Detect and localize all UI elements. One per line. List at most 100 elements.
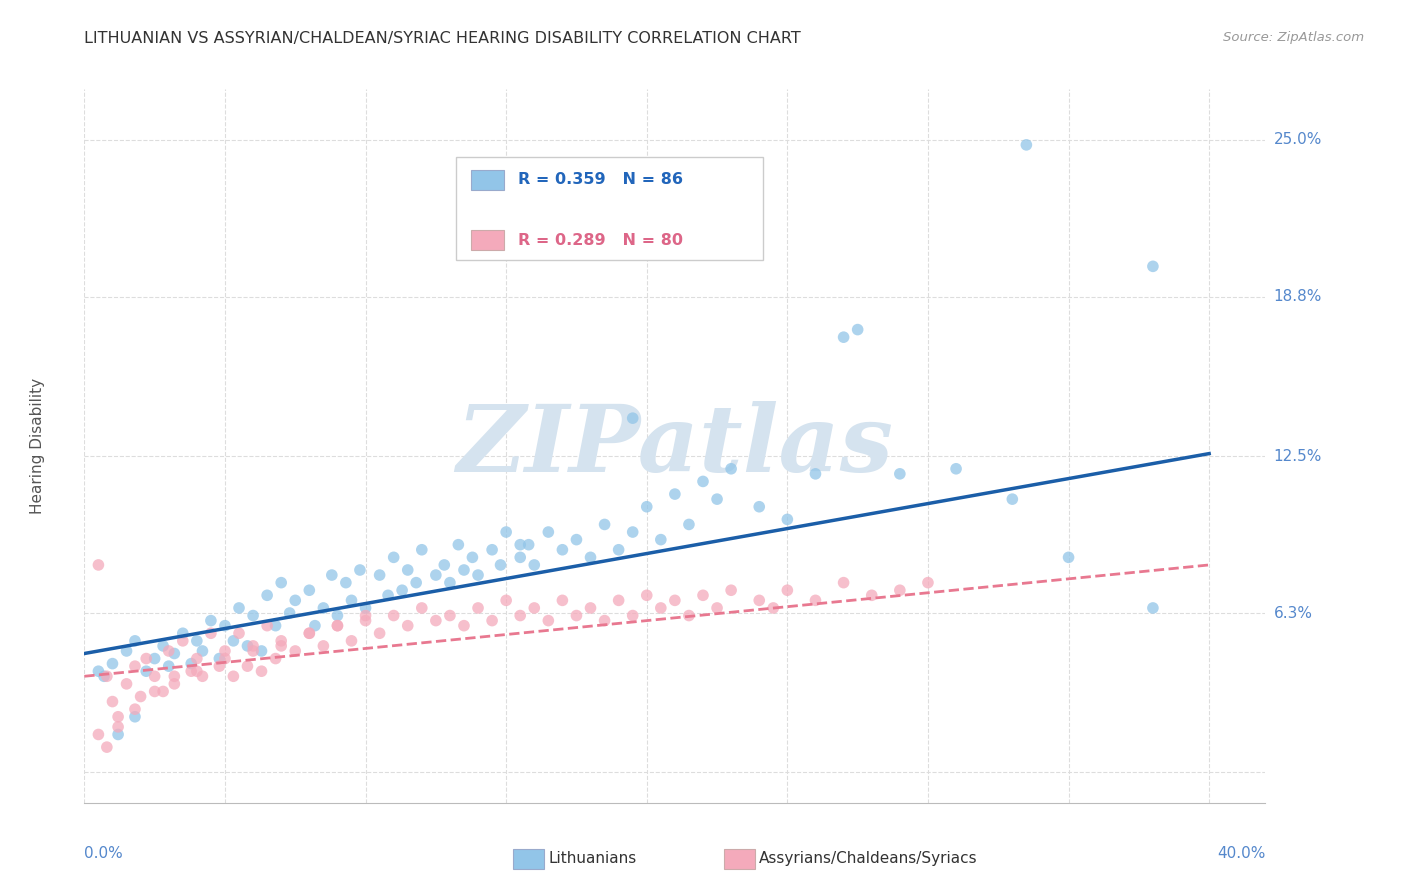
Point bbox=[298, 583, 321, 598]
Point bbox=[439, 575, 461, 590]
Point bbox=[650, 533, 672, 547]
Point bbox=[439, 608, 461, 623]
Point bbox=[129, 690, 152, 704]
FancyBboxPatch shape bbox=[457, 157, 763, 260]
Point bbox=[650, 601, 672, 615]
Point bbox=[607, 542, 630, 557]
Point bbox=[354, 608, 377, 623]
Point bbox=[433, 558, 456, 572]
Point bbox=[354, 601, 377, 615]
Text: Lithuanians: Lithuanians bbox=[548, 851, 637, 865]
Point bbox=[621, 524, 644, 539]
Point bbox=[208, 651, 231, 665]
Point bbox=[467, 568, 489, 582]
Point bbox=[284, 593, 307, 607]
Point bbox=[692, 588, 714, 602]
Point bbox=[304, 618, 326, 632]
Point bbox=[1142, 260, 1164, 274]
Point bbox=[425, 614, 447, 628]
Point bbox=[312, 601, 335, 615]
Point bbox=[208, 659, 231, 673]
Text: 25.0%: 25.0% bbox=[1274, 132, 1322, 147]
Point bbox=[107, 720, 129, 734]
Point bbox=[256, 618, 278, 632]
Point bbox=[93, 669, 115, 683]
Point bbox=[804, 593, 827, 607]
Text: Assyrians/Chaldeans/Syriacs: Assyrians/Chaldeans/Syriacs bbox=[759, 851, 977, 865]
Point bbox=[636, 588, 658, 602]
Point bbox=[889, 583, 911, 598]
Point bbox=[495, 524, 517, 539]
Point bbox=[411, 542, 433, 557]
Point bbox=[242, 608, 264, 623]
Point bbox=[200, 626, 222, 640]
Point bbox=[846, 323, 869, 337]
Point bbox=[107, 710, 129, 724]
Point bbox=[96, 669, 118, 683]
Text: 40.0%: 40.0% bbox=[1218, 846, 1265, 861]
Point bbox=[143, 669, 166, 683]
Point bbox=[377, 588, 399, 602]
Point bbox=[664, 593, 686, 607]
Point bbox=[228, 626, 250, 640]
Point bbox=[804, 467, 827, 481]
Point bbox=[135, 664, 157, 678]
Point bbox=[706, 492, 728, 507]
Point bbox=[157, 659, 180, 673]
Point bbox=[124, 659, 146, 673]
Point bbox=[107, 727, 129, 741]
Point bbox=[664, 487, 686, 501]
Point bbox=[326, 618, 349, 632]
Point bbox=[186, 651, 208, 665]
Point bbox=[537, 524, 560, 539]
Point bbox=[461, 550, 484, 565]
Point bbox=[551, 542, 574, 557]
Point bbox=[509, 538, 531, 552]
Point bbox=[368, 626, 391, 640]
Point bbox=[264, 618, 287, 632]
Point bbox=[242, 644, 264, 658]
Point bbox=[1057, 550, 1080, 565]
Point bbox=[214, 644, 236, 658]
Point bbox=[191, 644, 214, 658]
Point bbox=[692, 475, 714, 489]
Point bbox=[382, 608, 405, 623]
Point bbox=[250, 664, 273, 678]
Point bbox=[917, 575, 939, 590]
Point bbox=[720, 583, 742, 598]
Point bbox=[115, 644, 138, 658]
Point bbox=[278, 606, 301, 620]
Point bbox=[163, 647, 186, 661]
Point bbox=[509, 608, 531, 623]
Text: 6.3%: 6.3% bbox=[1274, 606, 1313, 621]
Point bbox=[124, 710, 146, 724]
Point bbox=[523, 558, 546, 572]
Point bbox=[720, 462, 742, 476]
Point bbox=[565, 608, 588, 623]
Bar bbox=[471, 169, 503, 190]
Point bbox=[396, 563, 419, 577]
Text: Source: ZipAtlas.com: Source: ZipAtlas.com bbox=[1223, 31, 1364, 45]
Point bbox=[222, 633, 245, 648]
Point bbox=[284, 644, 307, 658]
Point bbox=[495, 593, 517, 607]
Point bbox=[453, 618, 475, 632]
Point bbox=[636, 500, 658, 514]
Point bbox=[621, 608, 644, 623]
Point bbox=[1001, 492, 1024, 507]
Point bbox=[340, 633, 363, 648]
Point bbox=[509, 550, 531, 565]
Point bbox=[678, 517, 700, 532]
Point bbox=[748, 593, 770, 607]
Point bbox=[368, 568, 391, 582]
Point bbox=[405, 575, 427, 590]
Point bbox=[298, 626, 321, 640]
Point bbox=[270, 575, 292, 590]
Point bbox=[236, 639, 259, 653]
Point bbox=[1142, 601, 1164, 615]
Point bbox=[481, 542, 503, 557]
Point bbox=[537, 614, 560, 628]
Point bbox=[172, 633, 194, 648]
Point bbox=[706, 601, 728, 615]
Point bbox=[214, 618, 236, 632]
